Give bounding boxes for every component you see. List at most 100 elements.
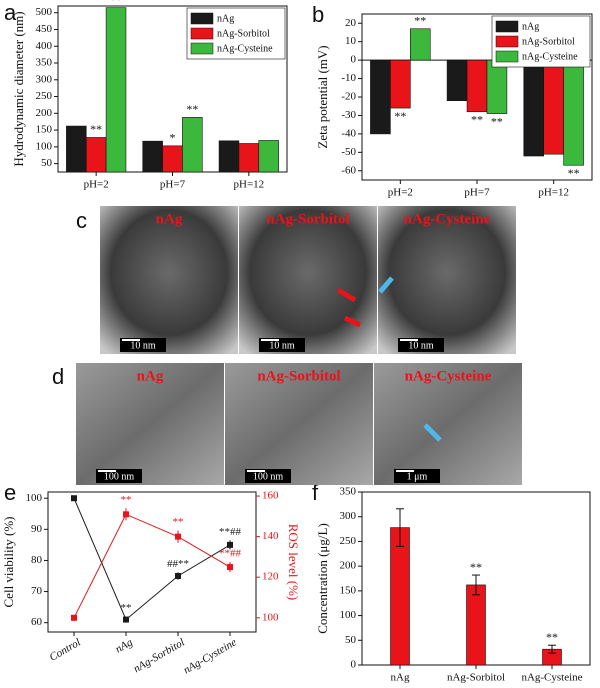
significance: **	[546, 630, 558, 644]
y-tick-label: 100	[26, 492, 43, 504]
scale-box	[96, 469, 142, 483]
bar	[370, 59, 391, 135]
bar	[258, 140, 279, 173]
bar	[523, 59, 544, 157]
y-tick-label: -50	[341, 146, 356, 158]
bar	[486, 59, 508, 114]
marker	[175, 573, 181, 579]
marker	[123, 616, 129, 623]
arrow	[378, 276, 394, 294]
scale-box	[259, 338, 305, 352]
y-axis-label: Zeta potential (mV)	[315, 45, 330, 148]
y-tick-label: 0	[351, 54, 357, 66]
panel-label: e	[4, 480, 16, 505]
line	[73, 513, 231, 619]
y-axis-label: Concentration (μg/L)	[315, 523, 330, 634]
marker	[175, 533, 181, 540]
significance: **	[568, 166, 580, 180]
micrograph	[76, 363, 224, 485]
significance: **##	[219, 526, 242, 538]
image-label: nAg-Cysteine	[405, 368, 492, 384]
y-tick-label: 50	[345, 634, 357, 646]
arrow	[336, 287, 357, 303]
scale-box	[245, 469, 291, 483]
x-tick-label: nAg-Sorbitol	[447, 672, 505, 684]
image-label: nAg-Cysteine	[404, 211, 491, 227]
bar	[543, 59, 564, 155]
legend-label: nAg-Cysteine	[522, 51, 578, 62]
x-tick-label: pH=2	[84, 179, 109, 191]
arrow	[343, 315, 362, 328]
legend-swatch	[190, 42, 214, 55]
scale-label: 10 nm	[269, 340, 295, 351]
y-tick-label: 500	[36, 6, 53, 18]
significance: **##	[219, 548, 242, 560]
significance: **	[186, 102, 198, 116]
bar	[66, 125, 87, 173]
scale-box	[120, 338, 166, 352]
plot-frame	[47, 491, 257, 633]
scale-label: 100 nm	[104, 471, 135, 482]
bar	[105, 7, 127, 173]
micrograph	[225, 363, 373, 485]
y-tick-label: 80	[31, 554, 43, 566]
significance: **	[121, 602, 132, 614]
marker	[123, 511, 129, 518]
legend-swatch	[495, 35, 519, 48]
x-tick-label: pH=7	[464, 187, 490, 199]
significance: **	[470, 560, 482, 574]
micrograph	[378, 206, 516, 354]
y-tick-label: 450	[36, 23, 53, 35]
y-tick-label: 350	[340, 486, 357, 498]
significance: ##**	[167, 558, 189, 570]
y-axis-label: Hydrodynamic diameter (nm)	[11, 11, 26, 166]
y-tick-label: -20	[341, 91, 356, 103]
y-tick-label: 200	[340, 560, 357, 572]
y-tick-label: 100	[36, 140, 53, 152]
arrow	[423, 423, 442, 442]
marker	[227, 541, 233, 548]
legend-swatch	[495, 50, 519, 63]
bar	[218, 140, 240, 173]
panel-label: d	[52, 364, 64, 389]
significance: **	[121, 494, 132, 506]
y2-tick-label: 100	[262, 611, 279, 623]
y-axis-label: Cell viability (%)	[1, 517, 16, 608]
x-tick-label: pH=2	[388, 187, 413, 199]
y-tick-label: 100	[340, 609, 357, 621]
legend-label: nAg-Sorbitol	[217, 28, 270, 39]
y2-tick-label: 160	[262, 490, 279, 502]
line	[73, 498, 231, 621]
image-label: nAg	[137, 368, 164, 384]
x-tick-label: pH=12	[234, 179, 265, 191]
y-tick-label: 200	[36, 107, 53, 119]
y-tick-label: 20	[345, 17, 357, 29]
significance: *	[170, 131, 176, 145]
bar	[466, 59, 488, 113]
bar	[142, 140, 163, 173]
y-tick-label: -60	[341, 164, 356, 176]
y-tick-label: 90	[31, 523, 43, 535]
scale-label: 1 μm	[407, 471, 428, 482]
scale-label: 100 nm	[253, 471, 284, 482]
y-tick-label: 400	[36, 40, 53, 52]
x-tick-label: nAg	[391, 672, 410, 684]
scale-label: 10 nm	[130, 340, 156, 351]
micrograph	[374, 363, 522, 485]
bar	[446, 59, 468, 101]
significance: **	[394, 109, 406, 123]
x-tick-label: nAg	[113, 636, 135, 656]
bar	[182, 117, 203, 173]
image-label: nAg	[156, 211, 183, 227]
y-tick-label: 0	[351, 659, 357, 671]
marker	[227, 564, 233, 571]
y-tick-label: 350	[36, 57, 53, 69]
legend-swatch	[190, 12, 214, 25]
micrograph	[239, 206, 377, 354]
x-tick-label: nAg-Cysteine	[521, 672, 582, 684]
image-label: nAg-Sorbitol	[266, 211, 349, 227]
significance: **	[90, 122, 102, 136]
y2-axis-label: ROS level (%)	[286, 524, 301, 601]
bar	[85, 137, 107, 173]
y-tick-label: 60	[31, 616, 43, 628]
